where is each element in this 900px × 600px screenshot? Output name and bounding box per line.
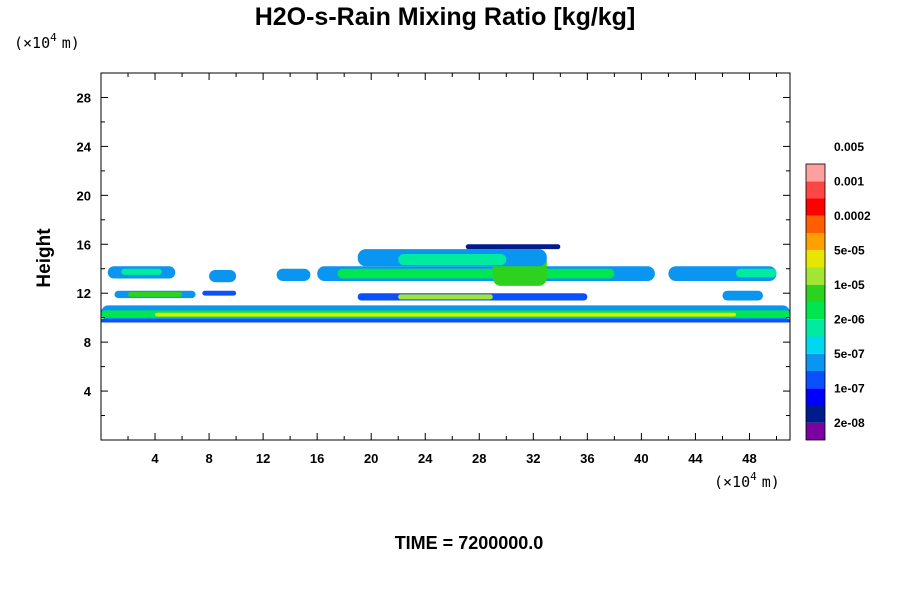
colorbar-swatch: [806, 233, 825, 251]
contour-region: [735, 268, 777, 278]
y-tick-label: 16: [77, 237, 91, 252]
x-tick-label: 12: [256, 451, 270, 466]
contour-fill-layer: [101, 244, 790, 323]
x-tick-label: 32: [526, 451, 540, 466]
x-tick-label: 24: [418, 451, 433, 466]
colorbar-swatch: [806, 388, 825, 406]
colorbar-swatch: [806, 164, 825, 182]
colorbar: 2e-08 1e-07 5e-07 2e-06 1e-05 5e-05 0.0002 0.00…: [805, 140, 871, 441]
colorbar-swatch: [806, 319, 825, 337]
colorbar-label: 2e-06: [834, 312, 865, 326]
time-label: TIME = 7200000.0: [395, 533, 544, 553]
contour-region: [398, 294, 493, 300]
x-tick-label: 20: [364, 451, 378, 466]
colorbar-swatch: [806, 215, 825, 233]
x-tick-label: 4: [151, 451, 159, 466]
x-tick-label: 8: [205, 451, 212, 466]
contour-region: [209, 269, 237, 283]
y-tick-label: 28: [77, 90, 91, 105]
colorbar-swatch: [806, 198, 825, 216]
colorbar-label: 5e-05: [834, 243, 865, 257]
y-tick-label: 4: [84, 384, 92, 399]
y-scale-label: (×104 m): [14, 31, 80, 52]
colorbar-swatch: [806, 181, 825, 199]
chart-title: H2O-s-Rain Mixing Ratio [kg/kg]: [255, 3, 636, 31]
colorbar-label: 2e-08: [834, 416, 865, 430]
contour-region: [121, 268, 162, 275]
contour-region: [202, 290, 237, 296]
contour-region: [337, 268, 615, 279]
contour-region: [155, 312, 736, 317]
contour-region: [128, 291, 183, 297]
colorbar-swatch: [806, 284, 825, 302]
colorbar-label: 0.001: [834, 174, 864, 188]
y-axis-title: Height: [34, 228, 55, 288]
colorbar-label: 0.005: [834, 140, 864, 154]
contour-region: [465, 244, 561, 250]
colorbar-label: 1e-05: [834, 278, 865, 292]
contour-region: [276, 268, 311, 281]
y-tick-label: 12: [77, 286, 91, 301]
x-tick-label: 48: [742, 451, 756, 466]
x-tick-label: 16: [310, 451, 324, 466]
y-tick-label: 20: [77, 188, 91, 203]
contour-region: [722, 290, 763, 301]
x-tick-label: 36: [580, 451, 594, 466]
plot-frame: [100, 72, 791, 441]
colorbar-label: 1e-07: [834, 381, 865, 395]
y-tick-label: 8: [84, 335, 91, 350]
x-tick-label: 40: [634, 451, 648, 466]
colorbar-swatch: [806, 336, 825, 354]
colorbar-swatch: [806, 302, 825, 320]
colorbar-label: 5e-07: [834, 347, 865, 361]
x-tick-label: 44: [688, 451, 703, 466]
colorbar-frame: [805, 163, 826, 441]
colorbar-swatch: [806, 422, 825, 440]
colorbar-swatch: [806, 353, 825, 371]
x-scale-label: (×104 m): [714, 470, 780, 491]
y-tick-label: 24: [77, 139, 92, 154]
contour-region: [398, 254, 507, 266]
colorbar-swatch: [806, 371, 825, 389]
x-tick-label: 28: [472, 451, 486, 466]
contour-region: [101, 318, 790, 323]
colorbar-label: 0.0002: [834, 209, 871, 223]
colorbar-swatch: [806, 250, 825, 268]
colorbar-swatch: [806, 267, 825, 285]
colorbar-swatch: [806, 405, 825, 423]
